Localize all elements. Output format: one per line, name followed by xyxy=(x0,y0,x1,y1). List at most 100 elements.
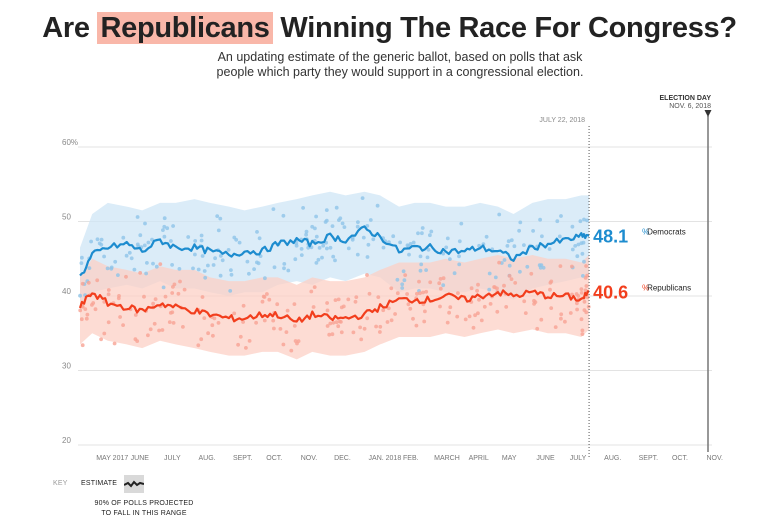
poll-dot xyxy=(84,316,89,321)
poll-dot xyxy=(304,229,309,234)
poll-dot xyxy=(378,330,382,334)
poll-dot xyxy=(497,212,502,217)
poll-dot xyxy=(579,317,584,322)
poll-dot xyxy=(317,246,322,250)
poll-dot xyxy=(338,216,343,221)
key-estimate-label: ESTIMATE xyxy=(81,480,118,487)
poll-dot xyxy=(411,316,415,321)
poll-dot xyxy=(336,324,341,329)
poll-dot xyxy=(553,325,558,329)
republicans-value-label: 40.6 xyxy=(593,283,628,303)
poll-dot xyxy=(272,265,277,270)
poll-dot xyxy=(314,261,319,265)
poll-dot xyxy=(152,321,157,326)
poll-dot xyxy=(424,268,428,272)
poll-dot xyxy=(116,296,121,301)
poll-dot xyxy=(261,294,266,299)
poll-dot xyxy=(186,235,191,239)
poll-dot xyxy=(244,346,248,350)
poll-dot xyxy=(316,257,321,262)
poll-dot xyxy=(191,266,195,271)
poll-dot xyxy=(457,239,462,244)
poll-dot xyxy=(86,280,91,285)
poll-dot xyxy=(539,263,544,267)
poll-dot xyxy=(299,253,304,257)
poll-dot xyxy=(272,326,276,331)
poll-dot xyxy=(408,242,413,246)
y-tick-label: 60% xyxy=(62,138,78,147)
poll-dot xyxy=(346,246,351,251)
poll-dot xyxy=(507,263,512,268)
poll-dot xyxy=(79,317,84,322)
poll-dot xyxy=(509,238,514,243)
poll-dot xyxy=(325,324,330,328)
poll-dot xyxy=(579,287,584,291)
poll-dot xyxy=(182,287,187,292)
poll-dot xyxy=(153,297,158,301)
election-day-date: NOV. 6, 2018 xyxy=(669,103,711,110)
poll-dot xyxy=(421,290,425,295)
poll-dot xyxy=(282,266,286,271)
poll-dot xyxy=(220,258,225,263)
poll-dot xyxy=(580,251,585,256)
poll-dot xyxy=(133,313,138,317)
x-tick-label: FEB. xyxy=(403,455,419,462)
poll-dot xyxy=(118,315,122,319)
key-estimate-icon xyxy=(124,475,144,493)
poll-dot xyxy=(418,291,422,296)
poll-dot xyxy=(284,330,289,334)
poll-dot xyxy=(570,247,575,252)
poll-dot xyxy=(206,331,211,336)
poll-dot xyxy=(488,302,493,306)
poll-dot xyxy=(367,291,372,296)
poll-dot xyxy=(448,257,452,261)
poll-dot xyxy=(262,318,267,323)
poll-dot xyxy=(199,337,204,342)
poll-dot xyxy=(479,318,484,323)
poll-dot xyxy=(555,219,560,224)
poll-dot xyxy=(177,267,182,271)
poll-dot xyxy=(292,324,297,328)
democrats-estimate-line xyxy=(79,225,590,277)
poll-dot xyxy=(346,297,351,302)
poll-dot xyxy=(422,319,427,324)
poll-dot xyxy=(124,274,128,279)
poll-dot xyxy=(573,244,578,248)
poll-dot xyxy=(517,228,521,233)
poll-dot xyxy=(106,292,111,297)
poll-dot xyxy=(538,217,542,222)
poll-dot xyxy=(281,342,286,347)
poll-dot xyxy=(365,273,369,277)
poll-dot xyxy=(531,229,535,233)
poll-dot xyxy=(447,310,451,315)
title-highlight: Republicans xyxy=(97,12,273,44)
poll-dot xyxy=(178,279,182,284)
poll-dot xyxy=(80,281,85,286)
poll-dot xyxy=(196,343,201,348)
poll-dot xyxy=(398,240,402,245)
poll-dot xyxy=(445,236,450,241)
poll-dot xyxy=(368,218,373,222)
poll-dot xyxy=(216,321,221,325)
poll-dot xyxy=(424,289,429,294)
poll-dot xyxy=(529,271,534,276)
poll-dot xyxy=(487,271,492,276)
poll-dot xyxy=(238,334,243,339)
poll-dot xyxy=(218,216,223,221)
x-tick-label: MAY 2017 xyxy=(96,455,128,462)
poll-dot xyxy=(232,311,237,316)
poll-dot xyxy=(87,266,92,270)
poll-dot xyxy=(355,252,360,257)
poll-dot xyxy=(331,320,336,325)
x-tick-label: JUNE xyxy=(536,455,555,462)
poll-dot xyxy=(362,326,367,331)
y-tick-label: 50 xyxy=(62,213,71,222)
poll-dot xyxy=(575,307,579,312)
poll-dot xyxy=(133,337,138,342)
poll-dot xyxy=(210,323,215,328)
poll-dot xyxy=(138,271,143,275)
poll-dot xyxy=(245,259,250,264)
poll-dot xyxy=(135,215,140,219)
poll-dot xyxy=(452,271,457,276)
poll-dot xyxy=(445,320,450,325)
